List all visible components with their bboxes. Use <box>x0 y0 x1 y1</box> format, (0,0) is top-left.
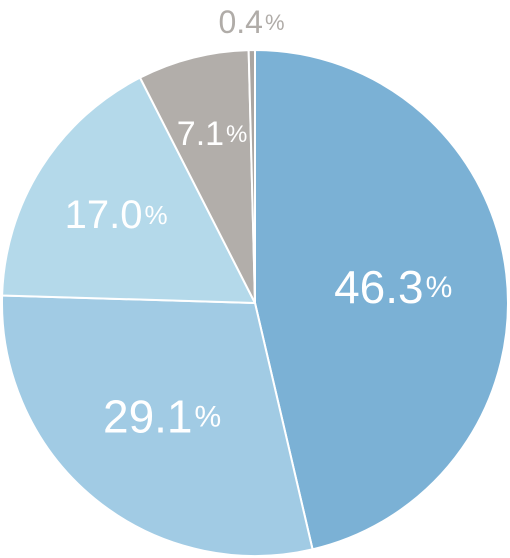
pie-slices <box>1 49 509 557</box>
slice-unit: % <box>426 271 453 304</box>
pie-labels: 46.3%29.1%17.0%7.1%0.4% <box>65 4 453 442</box>
slice-unit: % <box>226 120 247 147</box>
pie-slice <box>254 49 509 551</box>
pie-slice <box>1 294 314 557</box>
slice-unit: % <box>195 400 222 433</box>
pie-slice <box>1 76 256 304</box>
slice-label: 46.3% <box>334 261 452 313</box>
slice-value: 7.1 <box>177 115 224 153</box>
slice-value: 17.0 <box>65 193 143 237</box>
slice-value: 0.4 <box>218 4 262 40</box>
slice-label: 29.1% <box>103 391 221 443</box>
slice-label: 7.1% <box>177 115 248 153</box>
slice-unit: % <box>144 200 167 230</box>
slice-label: 0.4% <box>218 4 284 40</box>
pie-slice <box>247 49 256 304</box>
slice-value: 29.1 <box>103 391 193 443</box>
pie-slice <box>139 49 256 304</box>
slice-value: 46.3 <box>334 261 424 313</box>
slice-label: 17.0% <box>65 193 168 237</box>
slice-unit: % <box>265 10 285 35</box>
